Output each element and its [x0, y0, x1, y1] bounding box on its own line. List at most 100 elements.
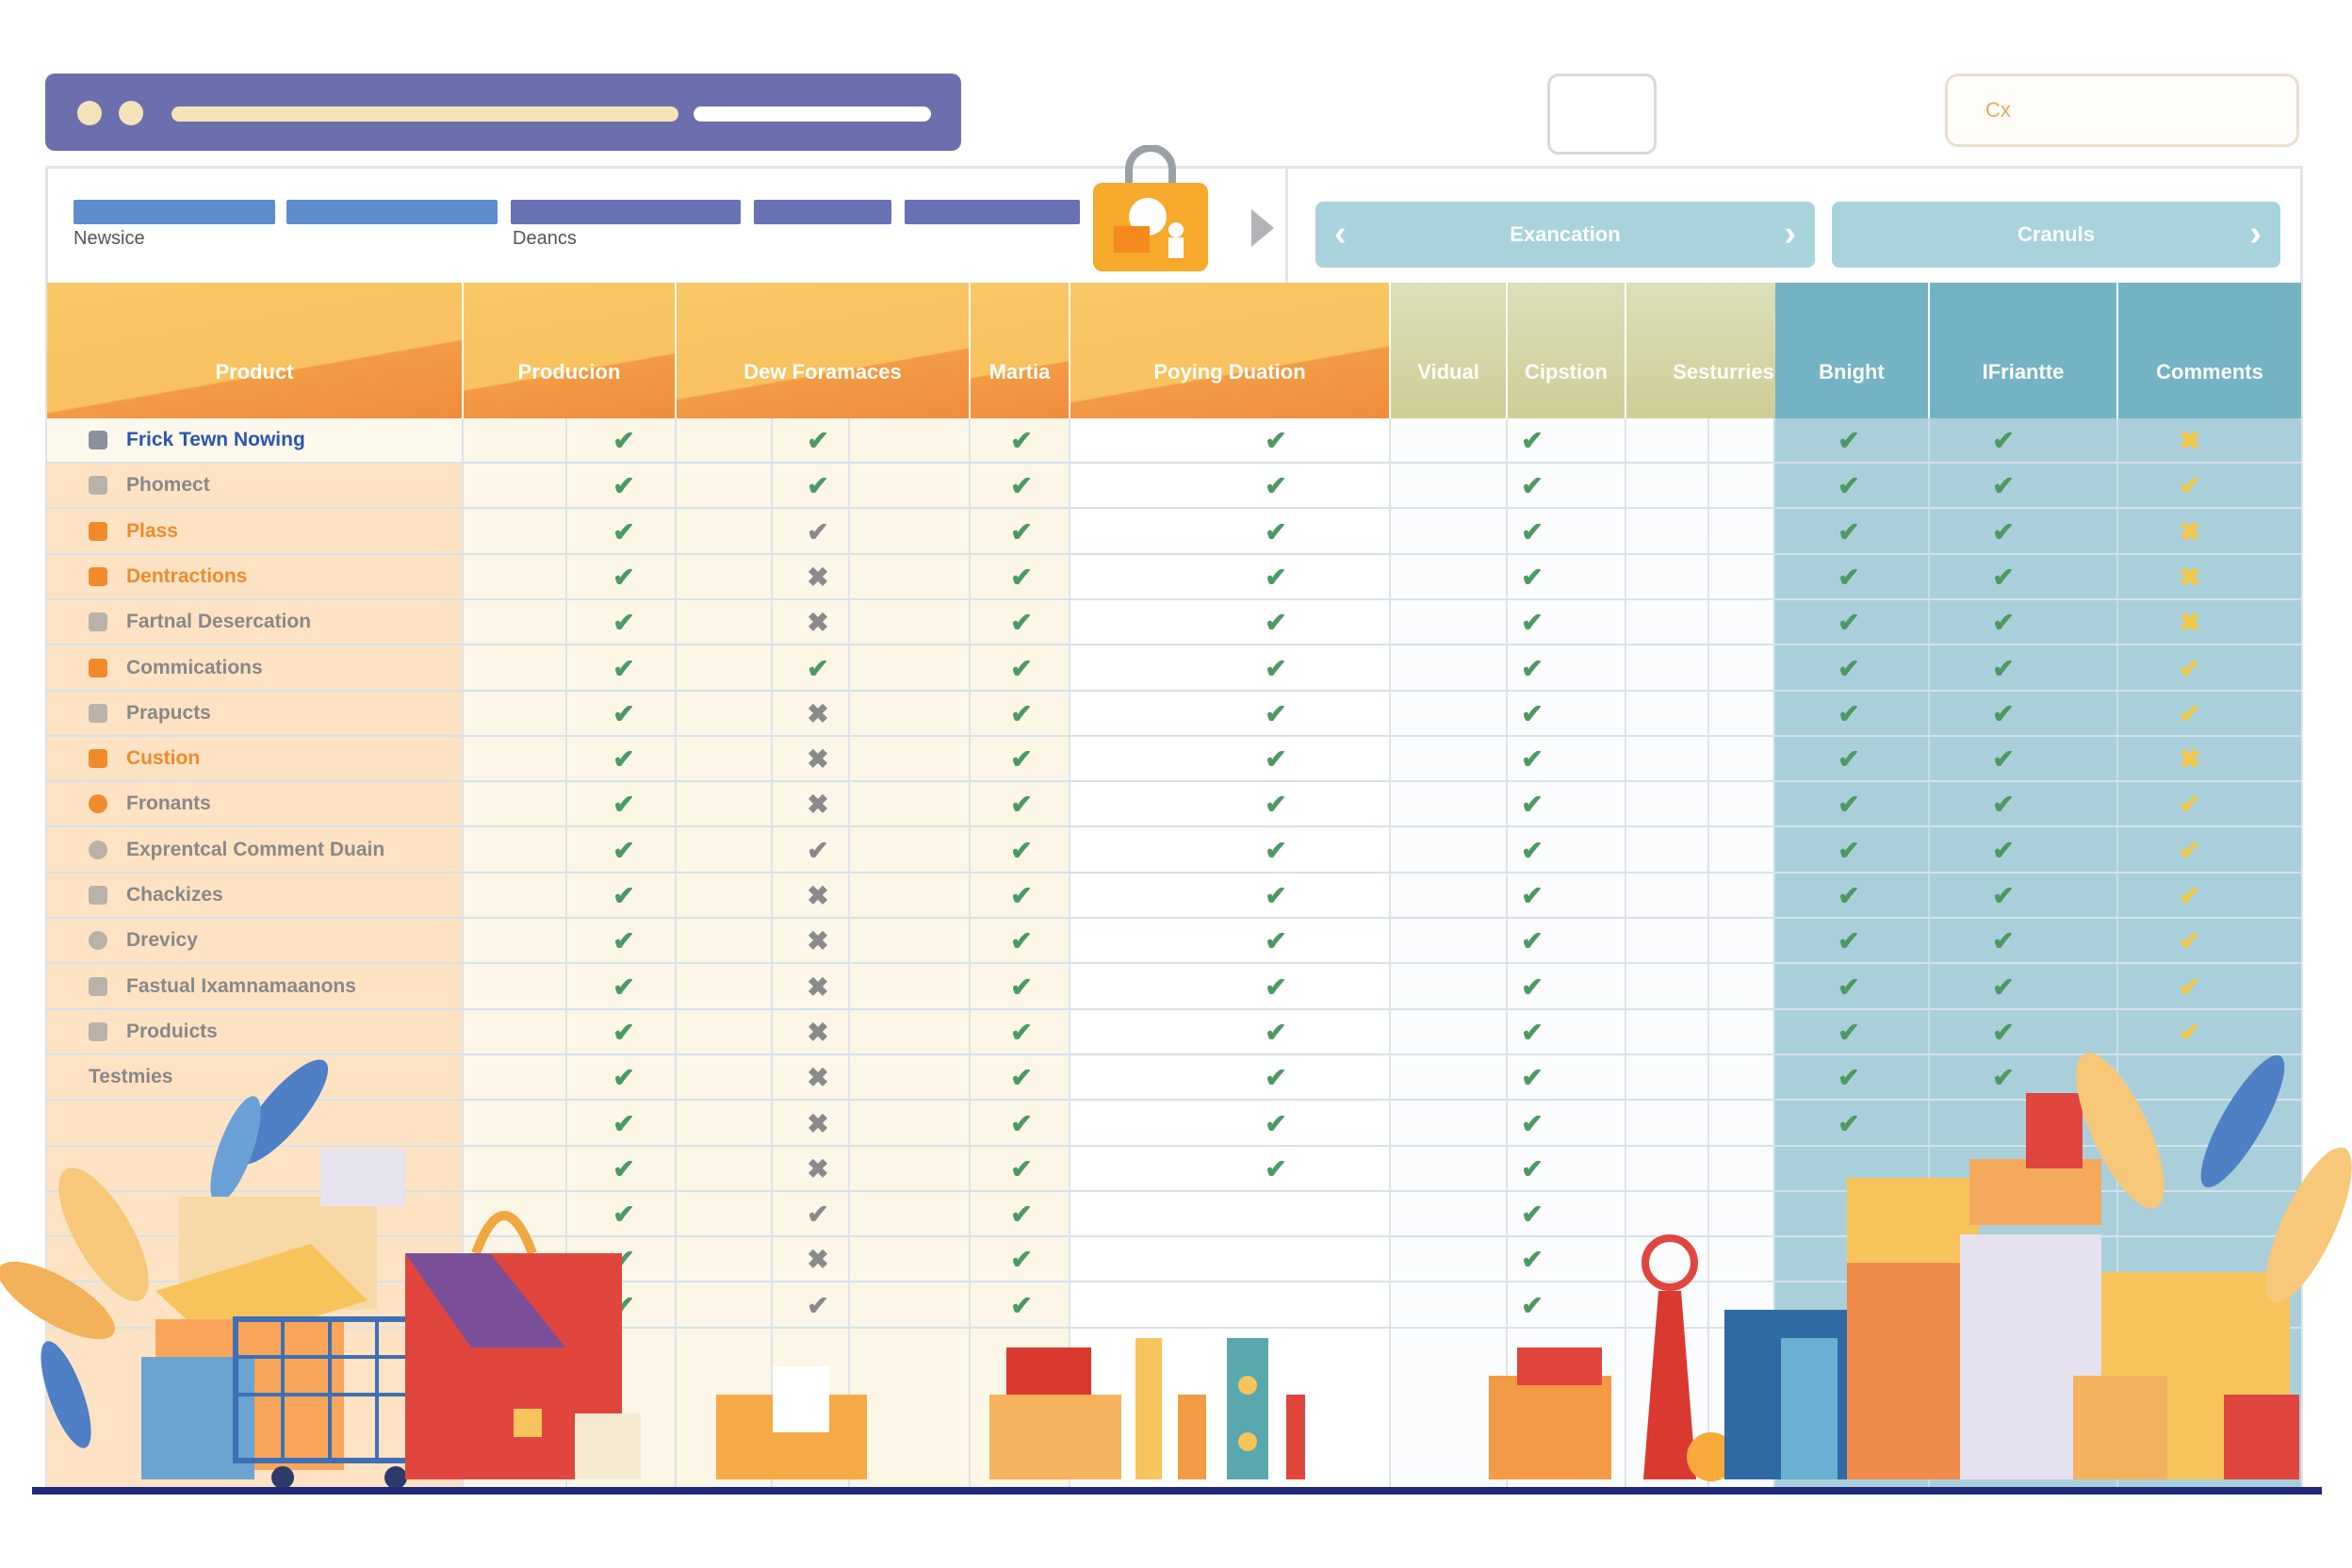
table-row[interactable]: Fastual Ixamnamaanons ✔ ✖ ✔ ✔ ✔ ✔ ✔ ✔ [47, 965, 2301, 1010]
header-divider [1285, 166, 1288, 283]
check-yellow-icon: ✔ [2179, 1017, 2201, 1047]
tab-exancation[interactable]: ‹ Exancation › [1315, 202, 1815, 268]
table-row[interactable]: Exprentcal Comment Duain ✔ ✔ ✔ ✔ ✔ ✔ ✔ ✔ [47, 828, 2301, 874]
product-cell: Prapucts [47, 692, 462, 735]
grid-line [1773, 418, 1775, 1491]
shopping-lock-icon[interactable] [1093, 144, 1208, 271]
card-icon [89, 612, 107, 632]
check-icon: ✔ [1992, 926, 2015, 956]
check-icon: ✔ [612, 1153, 635, 1184]
table-row[interactable]: Drevicy ✔ ✖ ✔ ✔ ✔ ✔ ✔ ✔ [47, 919, 2301, 965]
window-dot-2-icon[interactable] [119, 101, 143, 125]
product-cell: Exprentcal Comment Duain [47, 828, 462, 872]
product-name: Plass [126, 519, 178, 542]
check-icon: ✔ [612, 972, 635, 1002]
table-row[interactable]: Fartnal Desercation ✔ ✖ ✔ ✔ ✔ ✔ ✔ ✖ [47, 600, 2301, 646]
building-icon [89, 976, 107, 996]
check-icon: ✔ [1010, 926, 1033, 956]
window-dot-1-icon[interactable] [77, 101, 102, 125]
table-row[interactable]: ✔ ✖ ✔ ✔ [47, 1237, 2301, 1283]
check-icon: ✔ [1838, 926, 1860, 956]
product-name: Fastual Ixamnamaanons [126, 974, 356, 997]
check-icon: ✔ [1838, 972, 1860, 1002]
product-name: Prapucts [126, 701, 211, 724]
check-icon: ✔ [1521, 1245, 1544, 1275]
check-icon: ✔ [807, 426, 829, 455]
chevron-right-icon[interactable]: › [1784, 214, 1796, 253]
tab-cranuls[interactable]: Cranuls › [1832, 202, 2280, 268]
check-icon: ✔ [1265, 1153, 1287, 1184]
check-icon: ✔ [1992, 608, 2015, 638]
play-arrow-icon[interactable] [1251, 209, 1274, 247]
check-icon: ✔ [1265, 562, 1287, 592]
check-icon: ✔ [1010, 1108, 1033, 1138]
check-icon: ✔ [1010, 1245, 1033, 1275]
check-icon: ✔ [1521, 926, 1544, 956]
table-row[interactable]: Commications ✔ ✔ ✔ ✔ ✔ ✔ ✔ ✔ [47, 646, 2301, 692]
cross-icon: ✖ [807, 1063, 829, 1093]
product-name: Fronants [126, 792, 211, 815]
header-producion[interactable]: Producion [464, 283, 675, 418]
check-gray-icon: ✔ [807, 835, 829, 865]
check-icon: ✔ [1992, 562, 2015, 592]
table-row[interactable]: Chackizes ✔ ✖ ✔ ✔ ✔ ✔ ✔ ✔ [47, 874, 2301, 919]
nav-tab-5[interactable] [905, 200, 1080, 224]
table-row[interactable]: Testmies ✔ ✖ ✔ ✔ ✔ ✔ ✔ [47, 1055, 2301, 1102]
table-row[interactable]: Plass ✔ ✔ ✔ ✔ ✔ ✔ ✔ ✖ [47, 510, 2301, 555]
header-martia[interactable]: Martia [971, 283, 1069, 418]
check-icon: ✔ [1010, 1153, 1033, 1184]
nav-label-mid: Deancs [513, 228, 577, 249]
table-row[interactable]: Frick Tewn Nowing ✔ ✔ ✔ ✔ ✔ ✔ ✔ ✖ [47, 418, 2301, 464]
check-icon: ✔ [1838, 426, 1860, 455]
badge-icon [89, 794, 107, 814]
cross-icon: ✖ [807, 562, 829, 592]
check-icon: ✔ [1838, 471, 1860, 501]
check-yellow-icon: ✔ [2179, 790, 2201, 820]
nav-tab-1[interactable] [74, 200, 275, 224]
check-icon: ✔ [1521, 972, 1544, 1002]
check-icon: ✔ [1265, 471, 1287, 501]
table-row[interactable]: Prapucts ✔ ✖ ✔ ✔ ✔ ✔ ✔ ✔ [47, 692, 2301, 737]
check-icon: ✔ [1521, 653, 1544, 683]
cross-icon: ✖ [807, 698, 829, 728]
check-icon: ✔ [1838, 608, 1860, 638]
table-row[interactable]: Dentractions ✔ ✖ ✔ ✔ ✔ ✔ ✔ ✖ [47, 555, 2301, 600]
product-name: Produicts [126, 1020, 218, 1042]
header-dew-foramaces[interactable]: Dew Foramaces [677, 283, 969, 418]
cross-icon: ✖ [807, 881, 829, 910]
search-input[interactable]: Cx [1945, 74, 2299, 147]
cross-icon: ✖ [807, 1108, 829, 1138]
check-yellow-icon: ✔ [2179, 926, 2201, 956]
header-comments[interactable]: Comments [2118, 283, 2301, 418]
nav-tab-2[interactable] [286, 200, 498, 224]
nav-tab-4[interactable] [754, 200, 891, 224]
table-row[interactable]: ✔ ✖ ✔ ✔ ✔ [47, 1147, 2301, 1192]
table-row[interactable]: ✔ ✔ ✔ ✔ [47, 1192, 2301, 1238]
toolbar-button[interactable] [1547, 74, 1657, 155]
header-poying-duation[interactable]: Poying Duation [1070, 283, 1389, 418]
header-ifriantte[interactable]: IFriantte [1930, 283, 2116, 418]
check-gray-icon: ✔ [807, 516, 829, 547]
check-icon: ✔ [1838, 1017, 1860, 1047]
chevron-right-icon[interactable]: › [2249, 214, 2262, 253]
header-product[interactable]: Product [47, 283, 462, 418]
check-icon: ✔ [1265, 698, 1287, 728]
nav-tab-3[interactable] [511, 200, 741, 224]
header-vidual[interactable]: Vidual [1391, 283, 1506, 418]
table-row[interactable]: Produicts ✔ ✖ ✔ ✔ ✔ ✔ ✔ ✔ [47, 1010, 2301, 1055]
header-bnight[interactable]: Bnight [1775, 283, 1928, 418]
chevron-left-icon[interactable]: ‹ [1334, 214, 1347, 253]
grid-line [848, 418, 850, 1491]
cross-icon: ✖ [807, 790, 829, 820]
check-icon: ✔ [1010, 1017, 1033, 1047]
table-row[interactable]: Fronants ✔ ✖ ✔ ✔ ✔ ✔ ✔ ✔ [47, 782, 2301, 828]
mail-icon [89, 566, 107, 586]
check-icon: ✔ [612, 562, 635, 592]
cross-icon: ✖ [807, 1245, 829, 1275]
header-cipstion[interactable]: Cipstion [1508, 283, 1625, 418]
circle-check-icon [89, 840, 107, 859]
check-icon: ✔ [1992, 790, 2015, 820]
table-row[interactable]: Phomect ✔ ✔ ✔ ✔ ✔ ✔ ✔ ✔ [47, 464, 2301, 510]
table-row[interactable]: ✔ ✖ ✔ ✔ ✔ ✔ [47, 1102, 2301, 1147]
table-row[interactable]: Custion ✔ ✖ ✔ ✔ ✔ ✔ ✔ ✖ [47, 737, 2301, 783]
